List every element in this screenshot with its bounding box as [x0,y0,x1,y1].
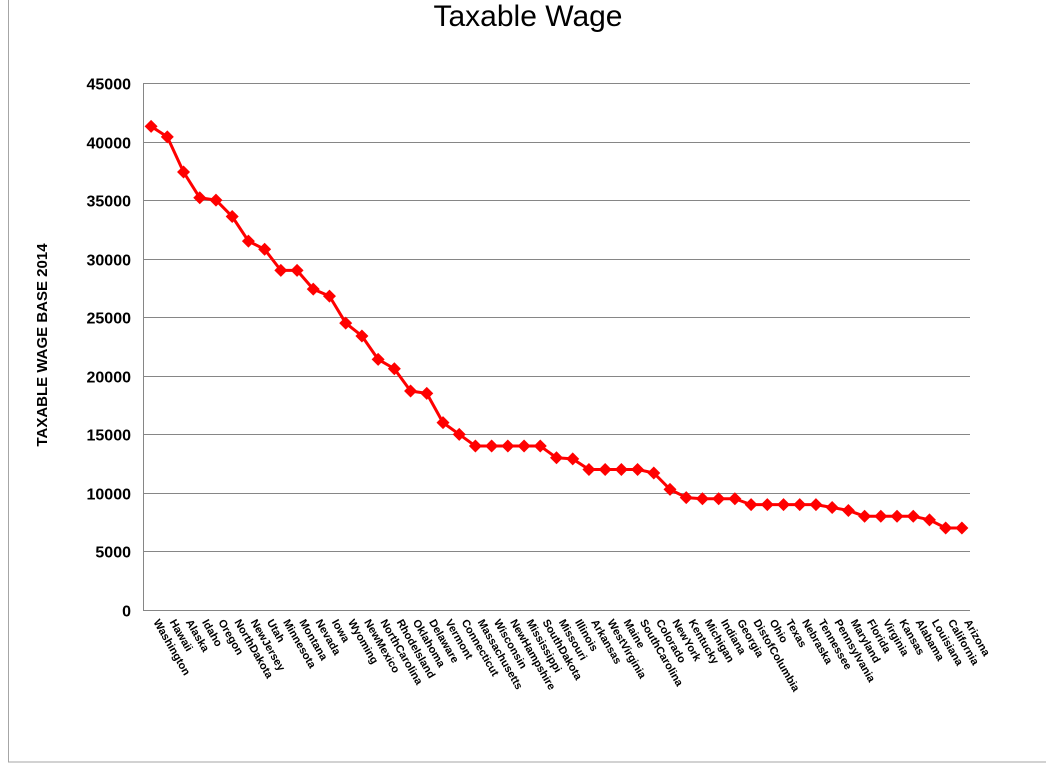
data-point [777,498,791,512]
data-point [841,503,855,517]
data-point [744,498,758,512]
y-tick-label: 25000 [87,311,132,328]
data-point [728,492,742,506]
data-point [517,439,531,453]
data-point [679,491,693,505]
data-point [890,509,904,523]
data-point [712,492,726,506]
y-tick-label: 45000 [87,77,132,94]
data-point [274,263,288,277]
data-point [485,439,499,453]
data-point [371,352,385,366]
y-axis-label: TAXABLE WAGE BASE 2014 [34,243,51,447]
chart-frame [8,0,1046,763]
data-series [144,119,969,535]
data-point [420,386,434,400]
data-point [193,191,207,205]
y-tick-label: 40000 [87,136,132,153]
data-point [258,242,272,256]
data-point [614,462,628,476]
y-tick-label: 5000 [95,545,131,562]
data-point [663,482,677,496]
data-point [533,439,547,453]
data-point [225,210,239,224]
data-point [598,462,612,476]
y-tick-label: 10000 [87,487,132,504]
y-tick-label: 0 [122,604,131,621]
data-point [760,498,774,512]
data-point [906,509,920,523]
chart-title: Taxable Wage [434,0,623,33]
data-point [939,521,953,535]
data-point [955,521,969,535]
data-point [858,509,872,523]
data-point [177,165,191,179]
data-point [550,451,563,465]
y-tick-label: 35000 [87,194,132,211]
data-point [922,513,936,527]
data-point [809,498,823,512]
data-point [647,466,661,480]
data-point [160,130,174,144]
data-point [793,498,807,512]
data-point [322,289,336,303]
data-point [306,282,320,296]
data-point [468,439,482,453]
y-tick-label: 15000 [87,428,132,445]
data-point [631,462,645,476]
data-point [452,427,466,441]
data-point [339,316,353,330]
gridlines [143,83,970,611]
data-point [695,492,709,506]
data-point [241,234,255,248]
data-point [436,416,450,430]
y-tick-labels: 0 5000 10000 15000 20000 25000 30000 35000 40000… [87,77,132,621]
data-point [582,462,596,476]
data-point [209,193,223,207]
data-point [874,509,888,523]
data-point [404,384,418,398]
data-point [355,329,369,343]
data-point [290,263,304,277]
data-point [825,501,839,515]
y-tick-label: 20000 [87,370,132,387]
data-point [387,362,401,376]
data-point [501,439,515,453]
y-tick-label: 30000 [87,253,132,270]
data-point [144,119,158,133]
data-point [566,452,580,466]
